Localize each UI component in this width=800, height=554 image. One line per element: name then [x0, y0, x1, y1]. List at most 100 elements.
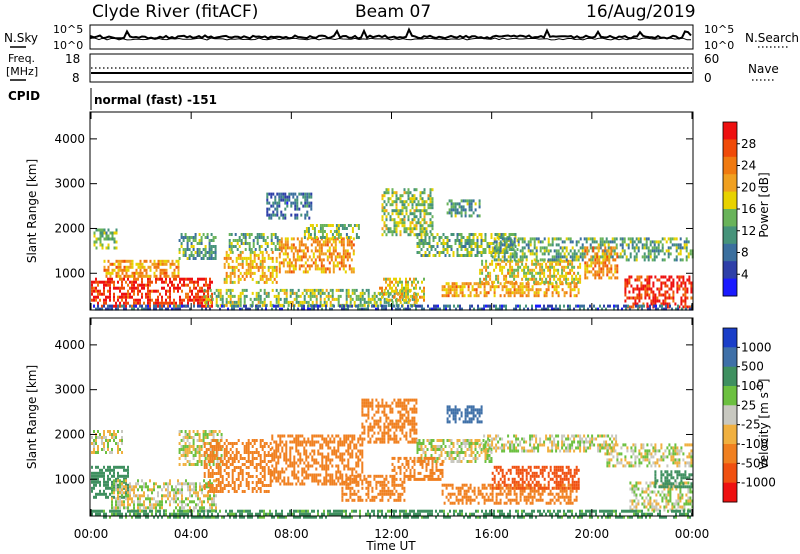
velocity-cell [247, 454, 250, 457]
power-cell [575, 294, 578, 298]
power-cell [135, 280, 137, 284]
power-cell [191, 280, 193, 284]
power-cell [339, 288, 342, 292]
power-cell [209, 288, 212, 292]
power-cell [167, 304, 169, 308]
power-cell [531, 262, 534, 266]
power-cell [280, 198, 283, 202]
power-cell [173, 307, 175, 311]
velocity-cell [221, 475, 224, 478]
power-cell [623, 249, 626, 253]
power-cell [311, 227, 314, 230]
power-cell [561, 265, 564, 269]
velocity-cell [119, 491, 121, 495]
power-cell [208, 245, 211, 248]
power-cell [249, 262, 252, 266]
velocity-cell [187, 497, 189, 501]
power-cell [417, 209, 420, 213]
power-cell [193, 295, 195, 299]
power-cell [182, 251, 185, 254]
velocity-cell [187, 485, 189, 489]
power-cell [599, 243, 602, 247]
velocity-cell [169, 482, 171, 486]
power-cell [533, 237, 536, 241]
power-cell [260, 245, 263, 248]
power-cell [308, 216, 311, 220]
power-cell [381, 289, 383, 293]
power-cell [245, 274, 248, 278]
power-cell [278, 261, 281, 265]
power-cell [454, 211, 457, 215]
nsky-trace [90, 27, 692, 40]
power-cell [177, 262, 180, 266]
power-cell [456, 233, 459, 236]
velocity-cell [133, 500, 135, 504]
power-cell [300, 213, 303, 217]
power-cell [257, 300, 260, 304]
velocity-cell [113, 471, 115, 475]
power-cell [413, 212, 416, 216]
velocity-cell [229, 463, 232, 466]
power-cell [601, 237, 604, 241]
power-cell [181, 301, 183, 305]
power-cell [276, 192, 279, 196]
power-cell [631, 246, 634, 250]
power-cell [469, 294, 472, 298]
velocity-cell [191, 500, 193, 504]
power-cell [237, 294, 240, 298]
power-cell [579, 280, 582, 284]
power-cell [197, 277, 199, 281]
power-cell [555, 291, 558, 295]
power-cell [603, 249, 606, 253]
power-cell [375, 294, 378, 298]
power-cell [409, 298, 411, 302]
power-cell [337, 297, 340, 301]
power-cell [306, 258, 309, 262]
power-cell [415, 188, 418, 192]
power-cell [325, 288, 328, 292]
power-cell [265, 307, 267, 311]
power-cell [273, 277, 276, 281]
velocity-cell [190, 451, 193, 454]
power-cell [103, 283, 105, 287]
power-cell [650, 287, 653, 291]
power-cell [340, 261, 343, 265]
power-cell [206, 251, 209, 254]
power-cell [320, 270, 323, 274]
power-cell [428, 239, 431, 242]
power-cell [461, 288, 464, 292]
power-cell [93, 304, 95, 308]
velocity-cell [239, 454, 242, 457]
power-cell [361, 297, 364, 301]
power-cell [511, 274, 514, 278]
power-cell [610, 246, 613, 250]
power-cell [523, 268, 526, 272]
power-cell [214, 257, 217, 260]
power-cell [677, 246, 680, 250]
power-cell [197, 304, 199, 308]
power-cell [219, 294, 222, 298]
power-cell [314, 258, 317, 262]
power-cell [383, 191, 386, 195]
power-cell [527, 288, 530, 292]
power-cell [377, 304, 379, 308]
power-cell [193, 304, 195, 308]
velocity-cell [267, 445, 270, 448]
power-cell [427, 197, 430, 201]
power-cell [557, 291, 560, 295]
power-cell [656, 287, 659, 291]
power-cell [137, 277, 139, 281]
velocity-cell [123, 506, 125, 510]
power-cell [598, 264, 601, 268]
power-cell [460, 242, 463, 245]
power-cell [403, 291, 406, 295]
power-cell [117, 304, 119, 308]
velocity-cell [184, 433, 187, 436]
power-cell [489, 274, 492, 278]
power-cell [529, 252, 532, 256]
power-cell [145, 274, 148, 278]
velocity-cell [184, 451, 187, 454]
power-cell [352, 237, 355, 241]
power-cell [332, 264, 335, 268]
power-cell [447, 288, 450, 292]
